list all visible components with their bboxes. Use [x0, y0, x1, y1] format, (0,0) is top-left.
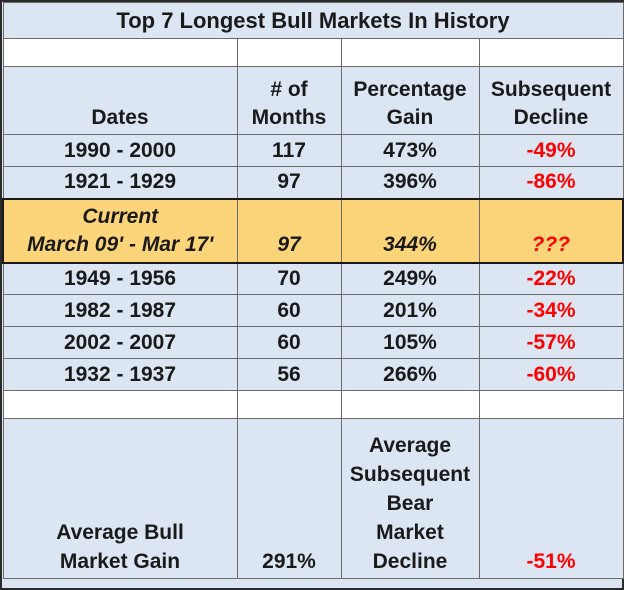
- dates-cell: 1949 - 1956: [2, 262, 238, 295]
- months-cell: 70: [236, 262, 342, 295]
- decline-cell: -49%: [478, 134, 624, 167]
- dates-cell: 1982 - 1987: [2, 294, 238, 327]
- summary-row: Average Bull Market Gain 291% Average Su…: [2, 418, 624, 579]
- dates-cell: 1921 - 1929: [2, 166, 238, 199]
- decline-cell: -86%: [478, 166, 624, 199]
- gain-cell: 266%: [340, 358, 480, 391]
- dates-cell: 1990 - 2000: [2, 134, 238, 167]
- header-gain: Percentage Gain: [340, 66, 480, 135]
- header-dates: Dates: [2, 66, 238, 135]
- avg-decline-label: Average Subsequent Bear Market Decline: [340, 418, 480, 579]
- table-row: 1949 - 1956 70 249% -22%: [2, 262, 624, 295]
- dates-cell: 2002 - 2007: [2, 326, 238, 359]
- header-decline: Subsequent Decline: [478, 66, 624, 135]
- gain-cell: 473%: [340, 134, 480, 167]
- title-row: Top 7 Longest Bull Markets In History: [2, 2, 624, 39]
- header-months: # of Months: [236, 66, 342, 135]
- table-row: 2002 - 2007 60 105% -57%: [2, 326, 624, 359]
- months-cell: 60: [236, 294, 342, 327]
- gain-cell: 201%: [340, 294, 480, 327]
- decline-cell: -60%: [478, 358, 624, 391]
- spacer-row: [2, 38, 624, 67]
- current-months-cell: 97: [236, 197, 342, 264]
- current-decline-cell: ???: [478, 197, 624, 264]
- header-row: Dates # of Months Percentage Gain Subseq…: [2, 66, 624, 135]
- current-dates-cell: Current March 09' - Mar 17': [2, 197, 238, 264]
- months-cell: 56: [236, 358, 342, 391]
- gain-cell: 105%: [340, 326, 480, 359]
- current-gain-cell: 344%: [340, 197, 480, 264]
- gain-cell: 396%: [340, 166, 480, 199]
- months-cell: 60: [236, 326, 342, 359]
- bull-markets-table: Top 7 Longest Bull Markets In History Da…: [2, 2, 624, 579]
- avg-gain-label: Average Bull Market Gain: [2, 418, 238, 579]
- decline-cell: -22%: [478, 262, 624, 295]
- table-row: 1990 - 2000 117 473% -49%: [2, 134, 624, 167]
- gain-cell: 249%: [340, 262, 480, 295]
- months-cell: 117: [236, 134, 342, 167]
- table-row: 1921 - 1929 97 396% -86%: [2, 166, 624, 199]
- spacer-row: [2, 390, 624, 419]
- table-row: 1982 - 1987 60 201% -34%: [2, 294, 624, 327]
- table-title: Top 7 Longest Bull Markets In History: [2, 2, 624, 39]
- table-row: 1932 - 1937 56 266% -60%: [2, 358, 624, 391]
- avg-gain-value: 291%: [236, 418, 342, 579]
- decline-cell: -57%: [478, 326, 624, 359]
- dates-cell: 1932 - 1937: [2, 358, 238, 391]
- decline-cell: -34%: [478, 294, 624, 327]
- months-cell: 97: [236, 166, 342, 199]
- avg-decline-value: -51%: [478, 418, 624, 579]
- current-row: Current March 09' - Mar 17' 97 344% ???: [2, 197, 624, 264]
